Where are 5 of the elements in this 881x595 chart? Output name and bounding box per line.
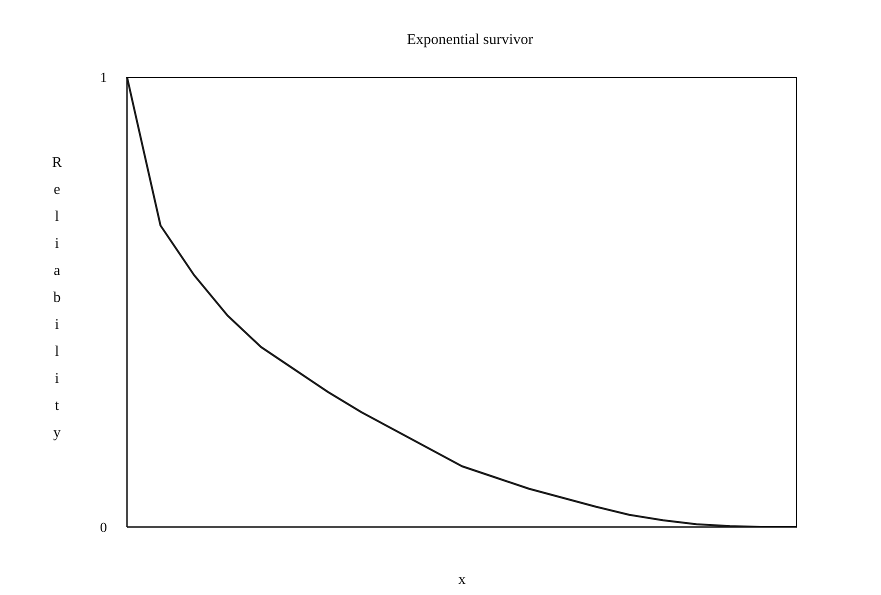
x-axis-title: x [458, 572, 466, 588]
text: Reliability [52, 155, 62, 441]
chart-title: Exponential survivor [406, 32, 534, 49]
y-tick-label: 0 [100, 520, 107, 536]
y-tick-label: 1 [100, 70, 107, 86]
